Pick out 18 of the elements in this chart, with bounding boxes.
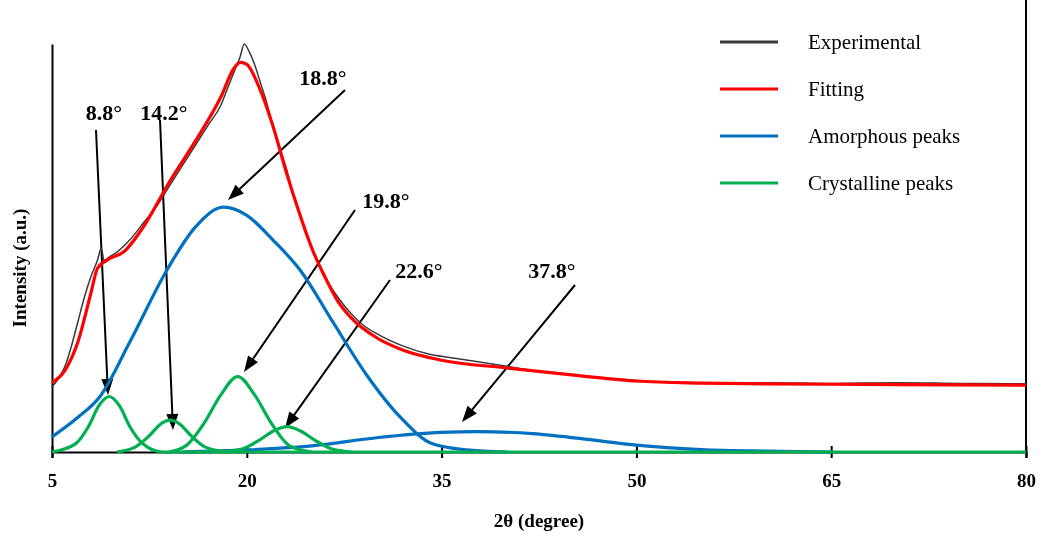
annotation: 22.6° [395, 258, 443, 283]
x-tick-label: 5 [47, 470, 58, 492]
x-tick-label: 65 [822, 470, 842, 492]
legend-label: Amorphous peaks [808, 124, 961, 148]
x-tick-label: 80 [1017, 470, 1036, 492]
legend-label: Experimental [808, 30, 922, 54]
legend-label: Crystalline peaks [808, 171, 954, 195]
x-tick-label: 20 [237, 470, 257, 492]
annotation: 37.8° [528, 258, 576, 283]
annotation: 19.8° [362, 188, 410, 213]
x-tick-label: 35 [432, 470, 452, 492]
annotation: 18.8° [299, 65, 347, 90]
annotation: 14.2° [140, 100, 188, 125]
annotation: 8.8° [85, 100, 123, 125]
x-tick-label: 50 [627, 470, 647, 492]
x-axis-title: 2θ (degree) [493, 510, 585, 532]
y-axis-title: Intensity (a.u.) [9, 208, 31, 328]
legend-label: Fitting [808, 77, 865, 101]
